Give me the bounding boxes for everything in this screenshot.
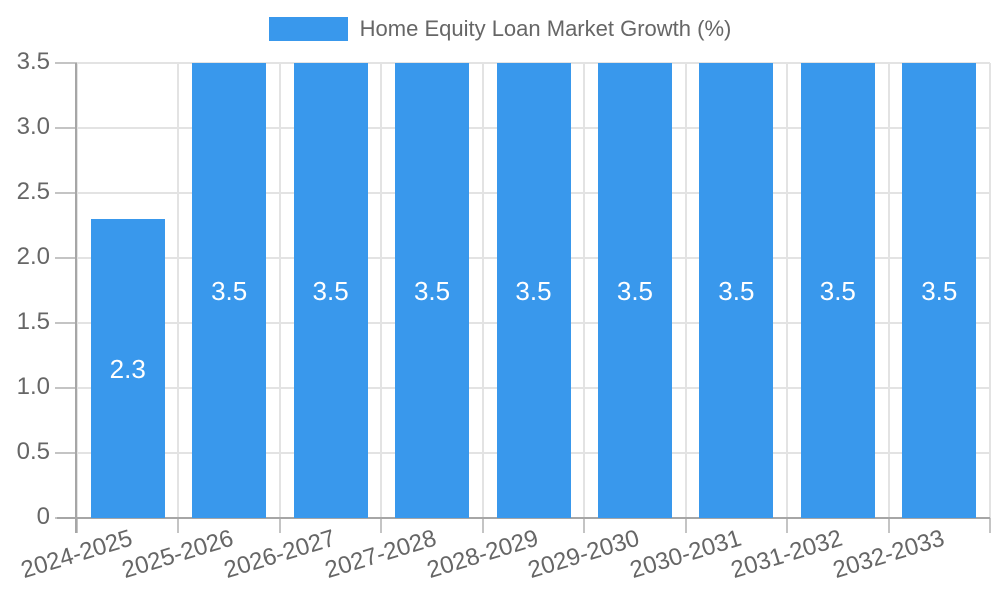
x-tick-mark <box>583 518 586 533</box>
y-tick-mark <box>55 322 77 324</box>
y-tick-mark <box>55 452 77 454</box>
bar-value-label: 3.5 <box>211 275 248 306</box>
x-tick-mark <box>177 518 180 533</box>
x-gridline <box>989 63 991 518</box>
x-tick-mark <box>380 518 383 533</box>
x-gridline <box>177 63 180 518</box>
bar <box>90 219 165 518</box>
bar <box>800 63 875 518</box>
y-tick-label: 3.0 <box>16 113 50 140</box>
bar-value-label: 3.5 <box>718 275 755 306</box>
y-tick-label: 2.0 <box>16 243 50 270</box>
y-tick-label: 0 <box>36 503 50 530</box>
y-tick-label: 0.5 <box>16 438 50 465</box>
bar <box>395 63 470 518</box>
x-tick-mark <box>684 518 687 533</box>
y-tick-label: 3.5 <box>16 48 50 75</box>
bar <box>699 63 774 518</box>
x-gridline <box>786 63 789 518</box>
x-gridline <box>278 63 281 518</box>
x-tick-mark <box>278 518 281 533</box>
y-tick-label: 2.5 <box>16 178 50 205</box>
chart-legend[interactable]: Home Equity Loan Market Growth (%) <box>0 16 1000 42</box>
bar <box>192 63 267 518</box>
x-tick-mark <box>76 518 78 533</box>
bar-value-label: 3.5 <box>515 275 552 306</box>
y-tick-mark <box>55 387 77 389</box>
legend-label: Home Equity Loan Market Growth (%) <box>359 16 732 41</box>
y-tick-mark <box>55 62 77 64</box>
x-tick-mark <box>887 518 890 533</box>
legend-swatch <box>268 17 348 41</box>
bar-value-label: 3.5 <box>312 275 349 306</box>
x-gridline <box>481 63 484 518</box>
y-axis-line <box>75 63 77 533</box>
x-gridline <box>76 63 78 518</box>
y-tick-mark <box>55 192 77 194</box>
y-tick-mark <box>55 127 77 129</box>
x-tick-mark <box>481 518 484 533</box>
bar-value-label: 3.5 <box>413 275 451 306</box>
bar <box>293 63 368 518</box>
x-gridline <box>380 63 383 518</box>
bar <box>597 63 672 518</box>
bar <box>496 63 571 518</box>
bar-value-label: 3.5 <box>616 275 654 306</box>
x-gridline <box>583 63 586 518</box>
x-gridline <box>887 63 890 518</box>
y-tick-label: 1.5 <box>16 308 50 335</box>
bar-value-label: 2.3 <box>109 353 146 384</box>
x-axis-line <box>57 517 990 519</box>
bar-value-label: 3.5 <box>819 275 856 306</box>
bar-value-label: 3.5 <box>921 275 958 306</box>
y-tick-mark <box>55 257 77 259</box>
x-tick-mark <box>989 518 991 533</box>
y-tick-label: 1.0 <box>16 373 50 400</box>
x-tick-mark <box>786 518 789 533</box>
bar <box>902 63 977 518</box>
x-gridline <box>684 63 687 518</box>
